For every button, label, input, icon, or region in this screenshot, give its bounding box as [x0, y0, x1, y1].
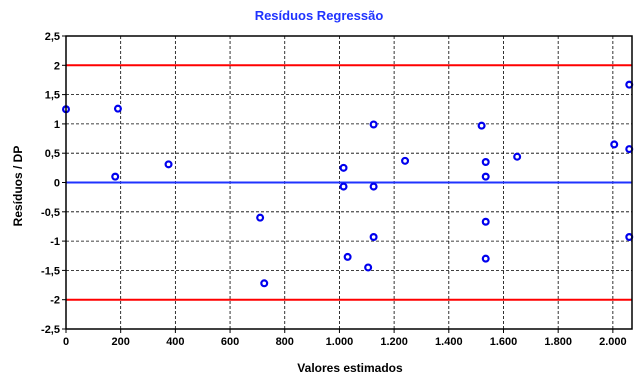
y-tick-label: 1	[54, 119, 60, 131]
x-tick-label: 1.400	[435, 336, 463, 348]
data-point	[339, 182, 348, 191]
y-axis-ticks: 2,5 2 1,5 1 0,5 0 -0,5 -1 -1,5 -2 -2,5	[41, 31, 66, 336]
y-tick-label: 1,5	[45, 90, 60, 102]
x-tick-label: 1.000	[326, 336, 354, 348]
data-point	[481, 217, 490, 226]
data-point	[343, 252, 352, 261]
data-point	[401, 156, 410, 165]
x-tick-label: 2.000	[599, 336, 627, 348]
data-point	[260, 279, 269, 288]
chart-title: Resíduos Regressão	[255, 8, 384, 23]
data-point	[610, 140, 619, 149]
data-point	[481, 172, 490, 181]
x-tick-label: 1.200	[380, 336, 408, 348]
reference-lines	[66, 64, 632, 301]
y-axis-label: Resíduos / DP	[11, 146, 25, 227]
data-point	[481, 157, 490, 166]
data-point	[339, 163, 348, 172]
x-tick-label: 800	[276, 336, 294, 348]
data-point	[364, 263, 373, 272]
y-tick-label: 2,5	[45, 31, 60, 43]
data-point	[164, 160, 173, 169]
x-tick-label: 1.600	[490, 336, 518, 348]
y-tick-label: 0	[54, 178, 60, 190]
x-tick-label: 600	[221, 336, 239, 348]
x-tick-label: 200	[112, 336, 130, 348]
x-tick-label: 0	[63, 336, 69, 348]
x-tick-label: 400	[166, 336, 184, 348]
x-axis-label: Valores estimados	[297, 361, 403, 375]
y-tick-label: 0,5	[45, 148, 60, 160]
x-axis-ticks: 0 200 400 600 800 1.000 1.200 1.400 1.600 1.800 2.…	[63, 329, 627, 348]
data-point	[513, 152, 522, 161]
data-point	[256, 213, 265, 222]
data-point	[113, 104, 122, 113]
data-point	[477, 121, 486, 130]
data-point	[111, 172, 120, 181]
y-tick-label: -2,5	[41, 324, 60, 336]
y-tick-label: -2	[50, 295, 60, 307]
x-tick-label: 1.800	[544, 336, 572, 348]
data-point	[481, 254, 490, 263]
y-tick-label: -1	[50, 236, 60, 248]
y-tick-label: 2	[54, 60, 60, 72]
y-tick-label: -0,5	[41, 207, 60, 219]
data-points	[61, 80, 634, 288]
data-point	[369, 232, 378, 241]
data-point	[369, 120, 378, 129]
data-point	[369, 182, 378, 191]
y-tick-label: -1,5	[41, 265, 60, 277]
